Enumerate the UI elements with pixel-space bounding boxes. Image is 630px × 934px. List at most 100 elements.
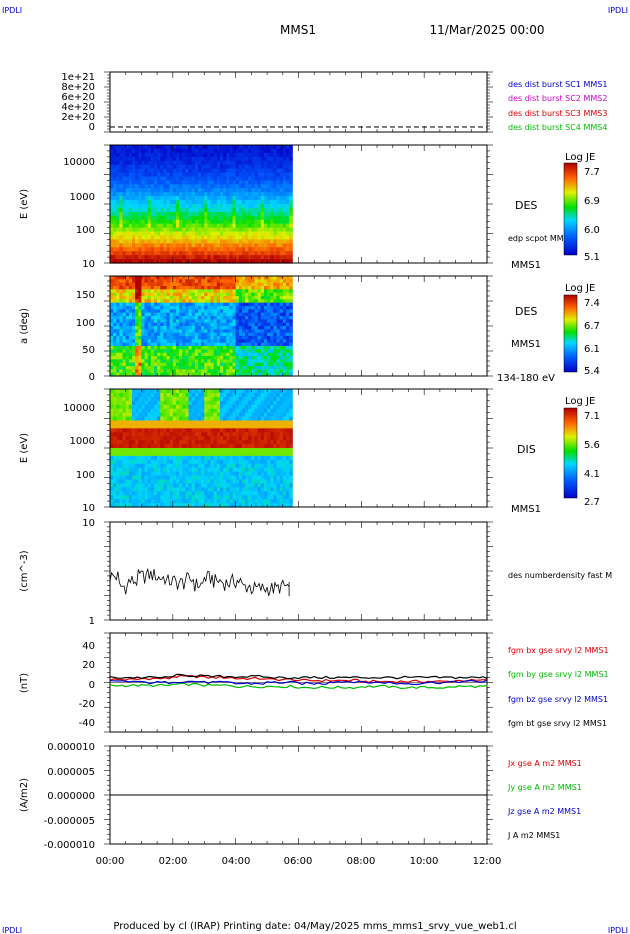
des-pitch-cell bbox=[273, 356, 278, 360]
des-energy-cell bbox=[119, 223, 124, 229]
des-energy-cell bbox=[257, 192, 262, 197]
dis-energy-cell bbox=[238, 424, 243, 429]
des-pitch-cell bbox=[248, 372, 252, 377]
des-pitch-cell bbox=[248, 306, 252, 310]
des-pitch-cell bbox=[285, 339, 290, 344]
dis-energy-cell bbox=[150, 487, 155, 492]
des-energy-cell bbox=[285, 180, 290, 185]
des-pitch-cell bbox=[188, 306, 193, 310]
dis-energy-cell bbox=[197, 479, 202, 484]
des-pitch-cell bbox=[245, 356, 249, 360]
des-pitch-cell bbox=[163, 296, 168, 300]
des-energy-cell bbox=[213, 204, 218, 209]
dis-energy-cell bbox=[223, 479, 227, 484]
dis-energy-cell bbox=[172, 420, 177, 425]
des-energy-cell bbox=[157, 152, 161, 158]
des-pitch-cell bbox=[229, 372, 234, 377]
des-energy-cell bbox=[282, 239, 287, 244]
des-pitch-cell bbox=[232, 302, 237, 307]
des-pitch-cell bbox=[160, 276, 165, 280]
dis-energy-cell bbox=[169, 471, 174, 477]
des-pitch-cell bbox=[263, 312, 268, 317]
des-energy-cell bbox=[150, 152, 155, 158]
des-energy-cell bbox=[157, 188, 161, 193]
des-pitch-cell bbox=[113, 276, 117, 280]
des-pitch-cell bbox=[128, 316, 133, 320]
des-pitch-cell bbox=[263, 279, 268, 284]
dis-energy-cell bbox=[128, 412, 133, 418]
des-energy-cell bbox=[169, 207, 174, 213]
des-energy-cell bbox=[197, 168, 202, 174]
des-energy-cell bbox=[191, 145, 196, 150]
des-energy-cell bbox=[245, 172, 249, 178]
des-pitch-cell bbox=[147, 326, 152, 330]
dis-energy-cell bbox=[245, 389, 249, 394]
des-energy-cell bbox=[116, 211, 121, 217]
des-energy-cell bbox=[153, 247, 158, 252]
des-pitch-cell bbox=[113, 319, 117, 324]
des-pitch-cell bbox=[213, 369, 218, 374]
des-pitch-cell bbox=[241, 349, 246, 354]
des-energy-cell bbox=[163, 176, 168, 181]
des-energy-cell bbox=[263, 200, 268, 205]
des-energy-cell bbox=[226, 211, 230, 217]
des-pitch-cell bbox=[169, 349, 174, 354]
dis-energy-cell bbox=[113, 392, 117, 398]
des-pitch-cell bbox=[138, 366, 143, 370]
dis-energy-cell bbox=[235, 467, 240, 473]
des-pitch-cell bbox=[147, 356, 152, 360]
des-pitch-cell bbox=[131, 336, 136, 340]
des-energy-cell bbox=[163, 215, 168, 221]
des-pitch-cell bbox=[116, 306, 121, 310]
dis-energy-cell bbox=[160, 448, 165, 453]
des-pitch-cell bbox=[251, 292, 256, 297]
dis-energy-cell bbox=[185, 432, 190, 437]
des-pitch-cell bbox=[125, 349, 130, 354]
des-energy-cell bbox=[179, 196, 183, 201]
des-energy-cell bbox=[289, 227, 293, 233]
des-energy-cell bbox=[172, 192, 177, 197]
des-energy-cell bbox=[122, 164, 127, 170]
des-pitch-cell bbox=[238, 289, 243, 294]
dis-energy-cell bbox=[245, 392, 249, 398]
des-pitch-cell bbox=[131, 332, 136, 337]
des-pitch-cell bbox=[182, 306, 186, 310]
dis-energy-cell bbox=[235, 424, 240, 429]
des-pitch-cell bbox=[263, 306, 268, 310]
des-pitch-cell bbox=[185, 279, 190, 284]
des-energy-cell bbox=[245, 239, 249, 244]
des-pitch-cell bbox=[251, 372, 256, 377]
des-energy-cell bbox=[113, 188, 117, 193]
des-energy-cell bbox=[241, 207, 246, 213]
des-pitch-cell bbox=[273, 352, 278, 357]
des-pitch-cell bbox=[207, 332, 212, 337]
des-pitch-cell bbox=[285, 372, 290, 377]
dis-energy-cell bbox=[163, 404, 168, 410]
dis-energy-cell bbox=[179, 459, 183, 465]
dis-energy-cell bbox=[135, 448, 139, 453]
des-energy-cell bbox=[138, 251, 143, 256]
des-energy-cell bbox=[147, 215, 152, 221]
des-energy-cell bbox=[119, 215, 124, 221]
des-pitch-cell bbox=[153, 289, 158, 294]
des-pitch-cell bbox=[157, 352, 161, 357]
des-pitch-cell bbox=[179, 306, 183, 310]
des-pitch-cell bbox=[179, 342, 183, 347]
des-energy-cell bbox=[175, 152, 180, 158]
des-energy-cell bbox=[172, 180, 177, 185]
des-pitch-cell bbox=[194, 299, 199, 304]
dis-energy-cell bbox=[257, 499, 262, 504]
des-energy-cell bbox=[125, 239, 130, 244]
dis-energy-cell bbox=[163, 455, 168, 461]
des-energy-cell bbox=[232, 184, 237, 189]
des-energy-cell bbox=[257, 196, 262, 201]
des-energy-cell bbox=[235, 247, 240, 252]
dis-energy-cell bbox=[188, 400, 193, 406]
des-pitch-cell bbox=[150, 282, 155, 287]
des-pitch-cell bbox=[144, 362, 149, 367]
dis-energy-cell bbox=[166, 389, 171, 394]
dis-energy-cell bbox=[141, 491, 146, 496]
des-pitch-cell bbox=[160, 302, 165, 307]
dis-energy-cell bbox=[141, 463, 146, 469]
dis-energy-cell bbox=[226, 444, 230, 449]
